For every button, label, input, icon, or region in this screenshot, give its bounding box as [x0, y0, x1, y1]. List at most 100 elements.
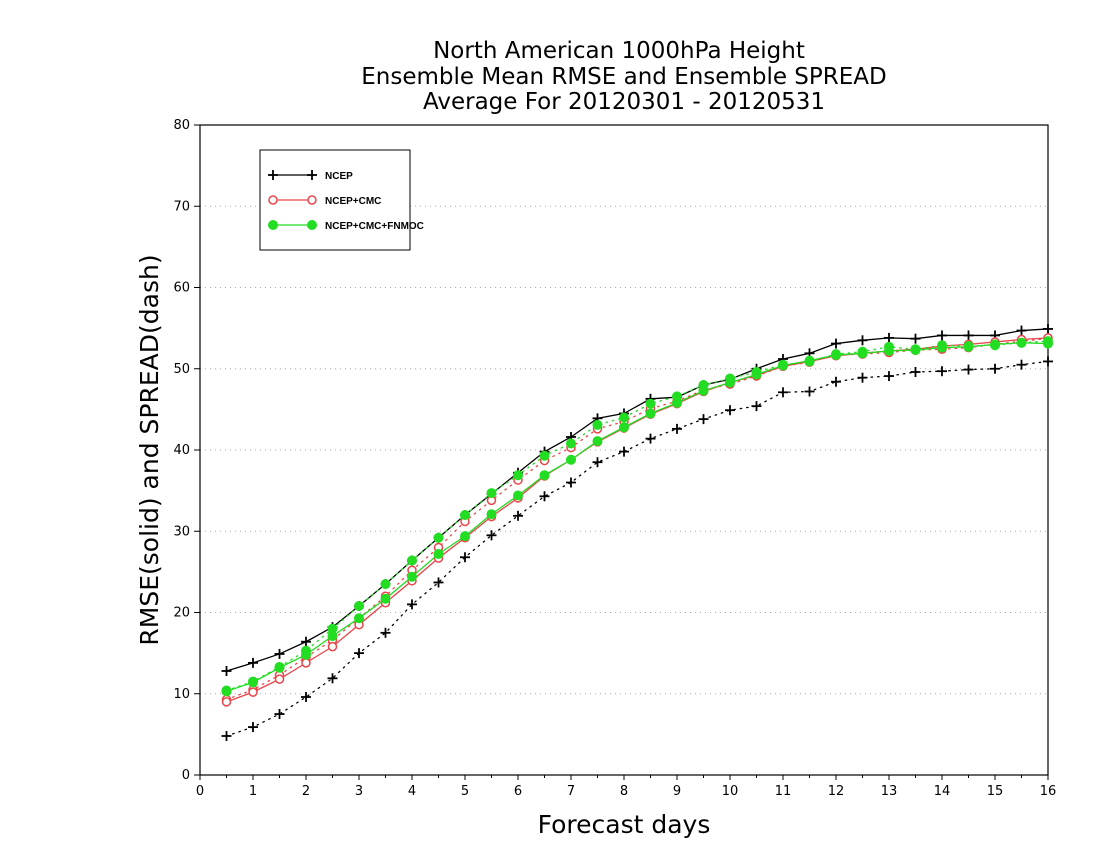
spread-point — [433, 577, 444, 588]
spread-point — [857, 372, 868, 383]
series-0 — [221, 323, 1053, 741]
spread-point — [725, 405, 735, 416]
spread-point — [380, 579, 391, 590]
rmse-point — [301, 658, 311, 668]
rmse-point — [513, 490, 523, 501]
legend-label: NCEP+CMC — [325, 196, 381, 207]
spread-point — [645, 398, 656, 409]
spread-point — [592, 419, 603, 430]
spread-point — [460, 510, 470, 520]
rmse-point — [1043, 338, 1053, 349]
legend-marker — [307, 195, 317, 205]
rmse-point — [1043, 323, 1053, 334]
spread-line — [225, 360, 1049, 737]
legend-entry: NCEP — [268, 170, 353, 182]
rmse-point — [831, 338, 841, 349]
spread-point — [937, 366, 947, 377]
x-tick-label: 7 — [567, 784, 575, 799]
y-tick-label: 20 — [173, 606, 190, 621]
y-tick-label: 60 — [173, 281, 190, 296]
x-axis-label: Forecast days — [538, 810, 711, 839]
rmse-point — [751, 369, 762, 380]
spread-point — [990, 363, 1000, 374]
rmse-point — [221, 666, 232, 676]
spread-point — [407, 599, 417, 610]
x-tick-label: 9 — [673, 784, 681, 799]
y-tick-label: 30 — [173, 524, 190, 539]
spread-point — [672, 423, 682, 434]
rmse-point — [937, 330, 947, 341]
x-tick-label: 5 — [461, 784, 469, 799]
rmse-point — [433, 549, 444, 559]
y-tick-label: 50 — [173, 362, 190, 377]
x-tick-label: 6 — [514, 784, 522, 799]
x-tick-label: 14 — [934, 784, 951, 799]
rmse-point — [831, 349, 841, 360]
chart-title-line-1: North American 1000hPa Height — [433, 38, 805, 64]
rmse-point — [248, 687, 258, 697]
spread-point — [910, 367, 921, 377]
spread-line — [225, 340, 1049, 692]
rmse-point — [221, 686, 232, 697]
rmse-point — [327, 641, 338, 652]
rmse-line — [226, 342, 1049, 692]
x-tick-label: 3 — [355, 784, 363, 799]
spread-point — [380, 627, 391, 638]
y-tick-label: 40 — [173, 443, 190, 458]
x-axis: 0 1 2 3 4 5 6 7 8 9 10 11 12 13 14 15 16 — [196, 775, 1056, 799]
rmse-line — [226, 328, 1049, 672]
rmse-point — [486, 509, 497, 520]
spread-point — [778, 387, 788, 398]
x-tick-label: 11 — [775, 784, 792, 799]
spread-point — [1016, 359, 1027, 370]
spread-point — [619, 446, 629, 457]
chart-title-line-2: Ensemble Mean RMSE and Ensemble SPREAD — [361, 64, 886, 90]
spread-point — [327, 673, 338, 684]
rmse-point — [1016, 325, 1027, 336]
spread-point — [804, 386, 815, 397]
legend-label: NCEP+CMC+FNMOC — [325, 221, 424, 232]
spread-point — [513, 470, 523, 481]
rmse-point — [1016, 337, 1027, 348]
x-tick-label: 0 — [196, 784, 204, 799]
spread-point — [1043, 356, 1053, 367]
rmse-point — [274, 662, 285, 673]
rmse-point — [672, 397, 682, 408]
spread-point — [221, 731, 232, 741]
series-layer — [221, 323, 1053, 741]
spread-point — [751, 401, 762, 412]
rmse-point — [963, 330, 974, 341]
rmse-point — [857, 348, 868, 359]
rmse-point — [301, 649, 311, 660]
x-tick-label: 15 — [987, 784, 1004, 799]
rmse-point — [248, 657, 258, 668]
spread-point — [566, 477, 576, 488]
spread-point — [698, 414, 709, 425]
spread-point — [486, 530, 497, 541]
x-tick-label: 2 — [302, 784, 310, 799]
rmse-point — [698, 385, 709, 396]
legend-marker — [268, 220, 278, 230]
y-tick-label: 10 — [173, 687, 190, 702]
series-2 — [221, 336, 1053, 697]
rmse-point — [778, 360, 788, 371]
rmse-point — [990, 339, 1000, 350]
legend: NCEP NCEP+CMC NCEP+CMC+FNMOC — [259, 149, 424, 251]
legend-marker — [268, 195, 278, 205]
spread-line — [225, 338, 1049, 701]
rmse-point — [619, 422, 629, 433]
spread-point — [592, 457, 603, 468]
chart-title-line-3: Average For 20120301 - 20120531 — [423, 89, 825, 115]
spread-point — [486, 488, 497, 499]
rmse-point — [407, 571, 417, 582]
rmse-point — [354, 613, 364, 624]
legend-marker — [307, 220, 317, 230]
legend-label: NCEP — [325, 171, 353, 182]
y-axis-label: RMSE(solid) and SPREAD(dash) — [135, 254, 164, 645]
rmse-point — [910, 333, 921, 344]
rmse-point — [380, 593, 391, 604]
y-tick-label: 0 — [182, 768, 190, 783]
x-tick-label: 1 — [249, 784, 257, 799]
spread-point — [433, 532, 444, 543]
